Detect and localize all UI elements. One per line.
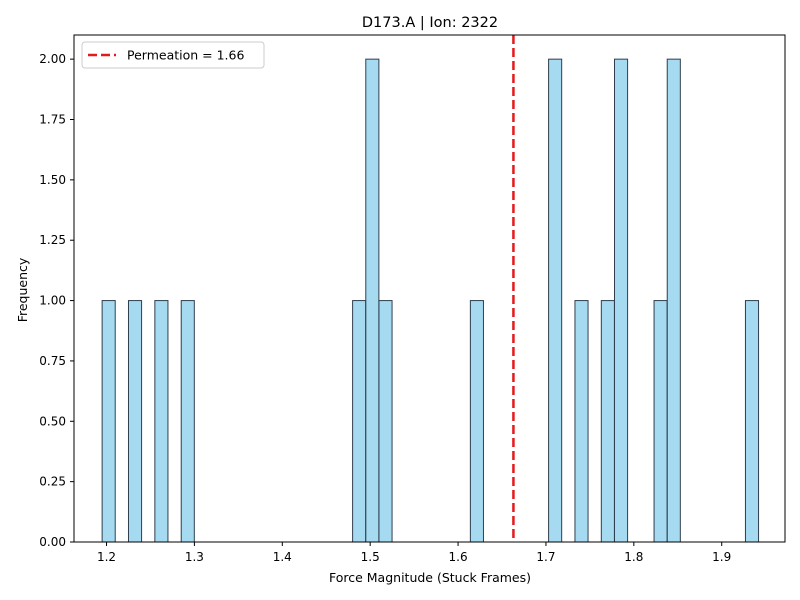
- chart-title: D173.A | Ion: 2322: [362, 15, 498, 31]
- y-tick-label-4: 1.00: [39, 294, 66, 308]
- legend: Permeation = 1.66: [81, 41, 265, 69]
- y-tick-label-8: 2.00: [39, 52, 66, 66]
- y-tick-label-3: 0.75: [39, 354, 66, 368]
- histogram-bar-4: [352, 300, 367, 543]
- y-tick-label-0: 0.00: [39, 535, 66, 549]
- histogram-bar-7: [469, 300, 484, 543]
- histogram-bar-1: [127, 300, 143, 543]
- histogram-bar-0: [101, 300, 116, 543]
- x-tick-label-1: 1.3: [185, 550, 204, 564]
- histogram-bar-11: [614, 58, 629, 543]
- legend-box: [81, 41, 265, 69]
- x-axis-label: Force Magnitude (Stuck Frames): [329, 570, 531, 585]
- histogram-bar-14: [744, 300, 760, 543]
- x-tick-label-5: 1.7: [536, 550, 555, 564]
- histogram-bar-12: [653, 300, 668, 543]
- x-tick-label-0: 1.2: [97, 550, 116, 564]
- x-tick-label-7: 1.9: [712, 550, 731, 564]
- x-tick-label-4: 1.6: [449, 550, 468, 564]
- x-tick-label-6: 1.8: [624, 550, 643, 564]
- histogram-bar-8: [548, 58, 563, 543]
- y-axis-ticks: 0.00 0.25 0.50 0.75 1.00 1.25 1.50 1.75 2.00: [39, 52, 74, 549]
- y-tick-label-1: 0.25: [39, 475, 66, 489]
- y-tick-label-7: 1.75: [39, 113, 66, 127]
- y-tick-label-6: 1.50: [39, 173, 66, 187]
- histogram-bar-9: [574, 300, 589, 543]
- y-axis-label: Frequency: [15, 257, 30, 322]
- y-tick-label-2: 0.50: [39, 414, 66, 428]
- plot-frame: [73, 34, 786, 543]
- histogram-bar-13: [666, 58, 681, 543]
- histogram-bar-10: [600, 300, 615, 543]
- y-tick-label-5: 1.25: [39, 233, 66, 247]
- histogram-bar-2: [154, 300, 169, 543]
- x-tick-label-3: 1.5: [361, 550, 380, 564]
- histogram-bar-5: [365, 58, 380, 543]
- histogram-bar-6: [378, 300, 393, 543]
- legend-label-permeation: Permeation = 1.66: [127, 48, 244, 63]
- x-tick-label-2: 1.4: [273, 550, 292, 564]
- x-axis-ticks: 1.2 1.3 1.4 1.5 1.6 1.7 1.8 1.9: [97, 542, 731, 564]
- histogram-bar-3: [180, 300, 195, 543]
